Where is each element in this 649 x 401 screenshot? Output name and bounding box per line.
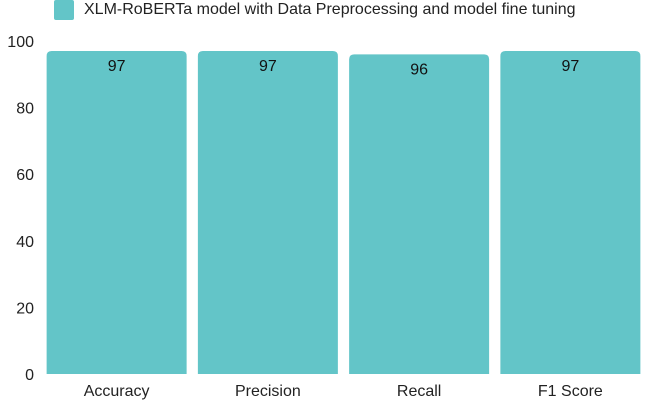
bar-value-label: 97	[108, 58, 126, 75]
bar-precision	[197, 50, 338, 375]
x-tick-label: Accuracy	[84, 383, 150, 400]
x-tick-label: Precision	[235, 383, 301, 400]
bars: 97 97 96 97	[46, 50, 641, 375]
bar-recall	[349, 54, 490, 374]
legend: XLM-RoBERTa model with Data Preprocessin…	[54, 0, 576, 20]
x-axis-ticks: Accuracy Precision Recall F1 Score	[84, 383, 603, 400]
bar-value-label: 97	[561, 58, 579, 75]
y-tick-label: 100	[7, 34, 34, 51]
bar-f1-score	[500, 50, 641, 375]
y-tick-label: 20	[16, 300, 34, 317]
y-tick-label: 40	[16, 234, 34, 251]
y-tick-label: 60	[16, 167, 34, 184]
bar-value-label: 97	[259, 58, 277, 75]
x-tick-label: Recall	[397, 383, 441, 400]
x-tick-label: F1 Score	[538, 383, 603, 400]
legend-label: XLM-RoBERTa model with Data Preprocessin…	[84, 1, 576, 18]
bar-value-label: 96	[410, 61, 428, 78]
bar-accuracy	[46, 50, 187, 375]
y-tick-label: 80	[16, 101, 34, 118]
y-tick-label: 0	[25, 367, 34, 384]
legend-swatch	[54, 0, 74, 20]
y-axis-ticks: 0 20 40 60 80 100	[7, 34, 34, 384]
